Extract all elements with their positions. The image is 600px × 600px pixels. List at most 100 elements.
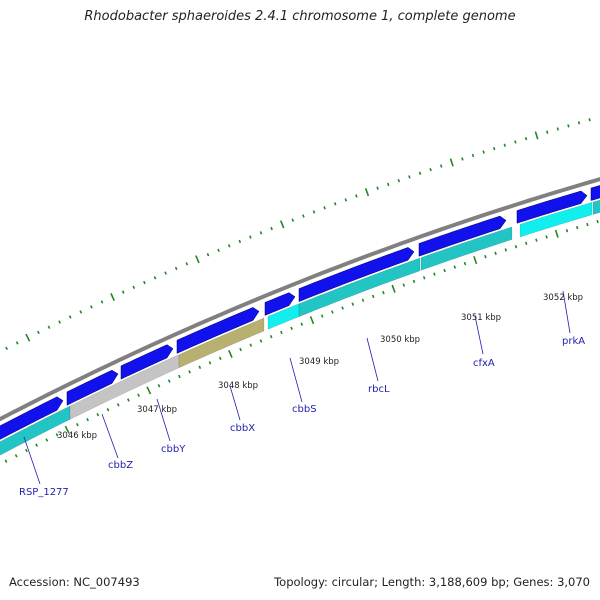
lower-tick xyxy=(300,322,304,326)
leader-line xyxy=(289,357,303,403)
gc-tick xyxy=(47,325,51,329)
gc-tick xyxy=(58,320,61,324)
lower-tick xyxy=(494,251,497,255)
lower-tick xyxy=(14,454,18,458)
gc-tick xyxy=(546,130,549,134)
lower-tick xyxy=(55,433,59,437)
kbp-label: 3051 kbp xyxy=(461,313,501,323)
lower-tick xyxy=(157,384,161,388)
gene-feature xyxy=(178,317,265,369)
gc-tick xyxy=(238,239,242,244)
lower-tick xyxy=(453,265,457,269)
gc-tick xyxy=(68,315,72,319)
lower-tick xyxy=(412,279,416,284)
gc-tick xyxy=(164,271,167,275)
gc-tick xyxy=(5,346,8,350)
lower-tick xyxy=(433,272,436,276)
lower-tick xyxy=(576,225,579,230)
gc-tick xyxy=(344,198,348,202)
gc-tick xyxy=(270,226,273,231)
gc-tick xyxy=(429,167,432,172)
lower-tick xyxy=(280,330,283,335)
gc-tick xyxy=(195,255,200,264)
gc-tick xyxy=(355,194,358,198)
lower-tick xyxy=(208,361,212,365)
lower-tick xyxy=(351,302,355,306)
gene-track xyxy=(0,199,600,456)
gc-tick xyxy=(449,158,454,167)
gc-tick xyxy=(37,330,40,335)
cds-track xyxy=(0,185,600,440)
kbp-label: 3047 kbp xyxy=(137,405,177,415)
genome-summary-text: Topology: circular; Length: 3,188,609 bp… xyxy=(274,575,590,589)
gene-label-rbcl: rbcL xyxy=(368,384,390,395)
lower-tick xyxy=(361,298,365,302)
gc-tick xyxy=(534,131,539,140)
kbp-label: 3048 kbp xyxy=(218,381,258,391)
kbp-label: 3046 kbp xyxy=(57,431,97,441)
lower-tick xyxy=(76,422,79,427)
gc-tick xyxy=(376,186,379,190)
gc-tick xyxy=(524,136,528,141)
lower-tick xyxy=(309,316,315,325)
cds-feature xyxy=(516,190,588,224)
gc-tick xyxy=(439,164,443,168)
gene-label-cbbs: cbbS xyxy=(292,404,317,415)
gc-tick xyxy=(503,143,507,147)
lower-tick xyxy=(64,425,70,434)
gene-label-prka: prkA xyxy=(562,336,585,347)
leader-line xyxy=(23,436,41,485)
lower-tick xyxy=(524,241,528,246)
lower-tick xyxy=(106,408,110,412)
lower-tick xyxy=(127,398,130,402)
leader-line xyxy=(101,413,119,459)
gc-tick xyxy=(397,178,401,183)
gc-tick xyxy=(259,231,263,235)
gc-tick xyxy=(79,310,83,314)
lower-tick xyxy=(146,386,152,395)
kbp-label: 3052 kbp xyxy=(543,293,583,303)
gc-tick xyxy=(418,171,422,175)
lower-tick xyxy=(35,443,38,447)
lower-tick xyxy=(4,459,8,463)
gene-label-cfxa: cfxA xyxy=(473,358,495,369)
lower-tick xyxy=(86,417,89,422)
gc-tick xyxy=(121,290,125,294)
lower-tick xyxy=(463,261,467,266)
lower-tick xyxy=(137,393,140,397)
lower-tick xyxy=(45,438,49,442)
gc-tick xyxy=(174,266,178,271)
lower-tick xyxy=(320,314,324,318)
gc-tick xyxy=(386,182,390,187)
gc-tick xyxy=(482,150,485,154)
leader-line xyxy=(229,385,241,421)
cds-feature xyxy=(264,292,296,316)
cds-feature xyxy=(298,247,415,302)
gc-tick xyxy=(461,157,464,161)
kbp-label: 3050 kbp xyxy=(380,335,420,345)
cds-feature xyxy=(0,396,64,440)
gc-tick xyxy=(577,121,581,125)
gc-tick xyxy=(100,300,104,304)
chromosome-backbone xyxy=(0,177,600,422)
gc-tick xyxy=(364,188,370,197)
gc-tick xyxy=(588,118,591,122)
lower-tick xyxy=(554,229,559,238)
lower-tick xyxy=(116,403,120,407)
lower-tick xyxy=(269,334,273,339)
gc-tick xyxy=(90,305,93,309)
cds-feature xyxy=(590,185,600,201)
lower-tick xyxy=(249,343,253,347)
gene-feature xyxy=(298,257,421,317)
gene-feature xyxy=(519,202,593,238)
lower-tick xyxy=(382,290,385,295)
cds-feature xyxy=(176,307,260,354)
gc-tick xyxy=(514,140,517,144)
lower-tick-track xyxy=(4,219,599,463)
gc-tick xyxy=(15,341,19,345)
lower-tick xyxy=(596,219,599,224)
lower-tick xyxy=(504,248,508,252)
gc-tick xyxy=(132,285,136,289)
gc-tick xyxy=(408,175,411,179)
